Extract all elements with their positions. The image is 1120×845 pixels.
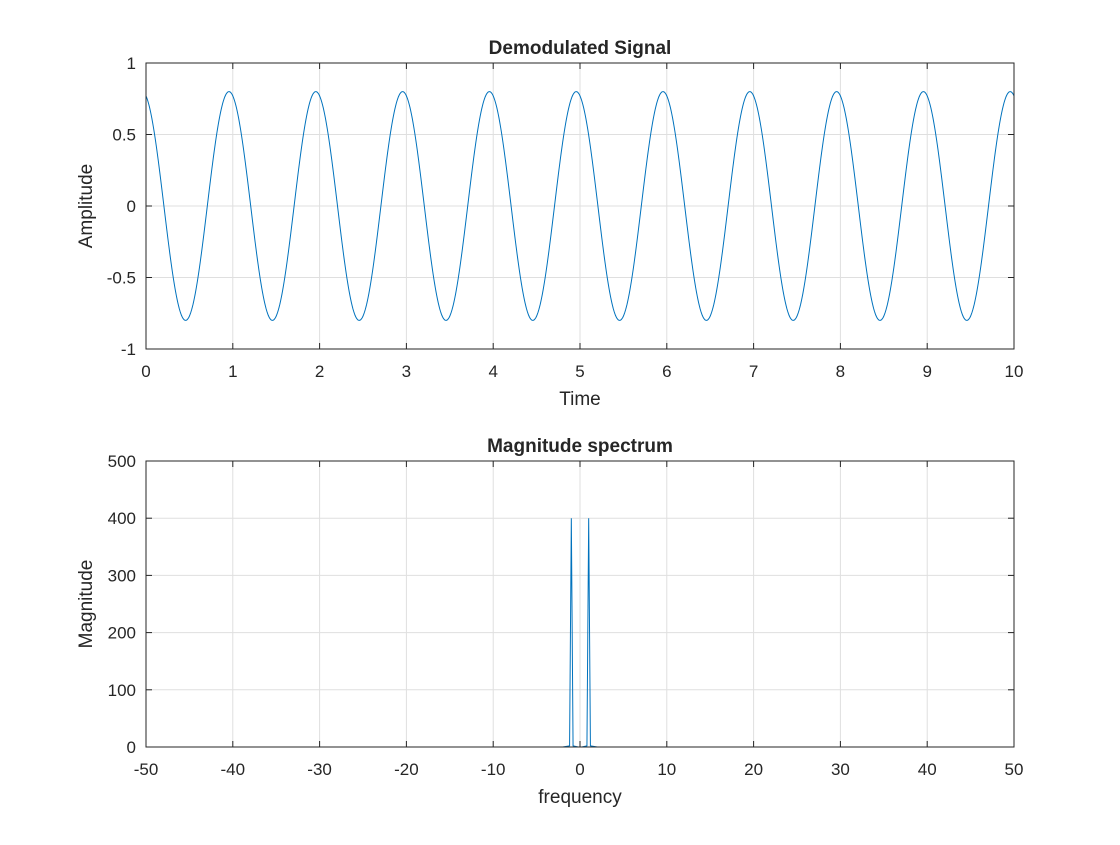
top-y-tick-label: 0 <box>127 197 136 216</box>
top-series-line <box>145 91 1015 321</box>
magnitude-spectrum-axes: -50 -40 -30 -20 -10 0 10 20 30 40 5001002003004005… <box>76 436 1023 808</box>
top-x-tick-label: 1 <box>228 362 237 381</box>
bottom-x-tick-label: -50 <box>134 760 159 779</box>
bottom-title: Magnitude spectrum <box>487 436 673 457</box>
bottom-x-tick-label: -30 <box>307 760 332 779</box>
bottom-y-tick-label: 500 <box>108 452 136 471</box>
bottom-x-tick-label: -40 <box>221 760 246 779</box>
top-x-tick-label: 0 <box>141 362 150 381</box>
top-x-tick-label: 4 <box>488 362 497 381</box>
bottom-y-tick-label: 200 <box>108 624 136 643</box>
top-x-tick-label: 10 <box>1005 362 1024 381</box>
bottom-x-tick-label: -10 <box>481 760 506 779</box>
top-y-tick-label: -1 <box>121 340 136 359</box>
top-x-tick-label: 6 <box>662 362 671 381</box>
bottom-x-tick-label: 40 <box>918 760 937 779</box>
bottom-x-tick-label: 0 <box>575 760 584 779</box>
top-x-label: Time <box>559 389 601 410</box>
top-x-tick-label: 5 <box>575 362 584 381</box>
bottom-y-tick-label: 100 <box>108 681 136 700</box>
bottom-ticks: -50 -40 -30 -20 -10 0 10 20 30 40 5001002003004005… <box>108 452 1024 779</box>
top-x-tick-label: 2 <box>315 362 324 381</box>
top-x-tick-label: 9 <box>922 362 931 381</box>
bottom-x-label: frequency <box>538 787 622 808</box>
bottom-x-tick-label: 50 <box>1005 760 1024 779</box>
top-y-tick-label: -0.5 <box>107 269 136 288</box>
top-ticks: 0 1 2 3 4 5 6 7 8 9 10 -1 -0.5 0 0.5 1 <box>107 54 1024 381</box>
top-y-label: Amplitude <box>76 164 97 249</box>
bottom-x-tick-label: 10 <box>657 760 676 779</box>
top-x-tick-label: 3 <box>402 362 411 381</box>
top-x-tick-label: 8 <box>836 362 845 381</box>
top-x-tick-label: 7 <box>749 362 758 381</box>
top-series <box>145 91 1015 321</box>
bottom-x-tick-label: 20 <box>744 760 763 779</box>
bottom-y-tick-label: 300 <box>108 566 136 585</box>
bottom-y-tick-label: 0 <box>127 738 136 757</box>
top-title: Demodulated Signal <box>489 38 672 59</box>
demodulated-signal-axes: 0 1 2 3 4 5 6 7 8 9 10 -1 -0.5 0 0.5 1 Demodulated Sign… <box>76 38 1023 410</box>
top-y-tick-label: 1 <box>127 54 136 73</box>
bottom-y-label: Magnitude <box>76 560 97 649</box>
bottom-x-tick-label: 30 <box>831 760 850 779</box>
top-y-tick-label: 0.5 <box>112 126 136 145</box>
bottom-y-tick-label: 400 <box>108 509 136 528</box>
bottom-x-tick-label: -20 <box>394 760 419 779</box>
